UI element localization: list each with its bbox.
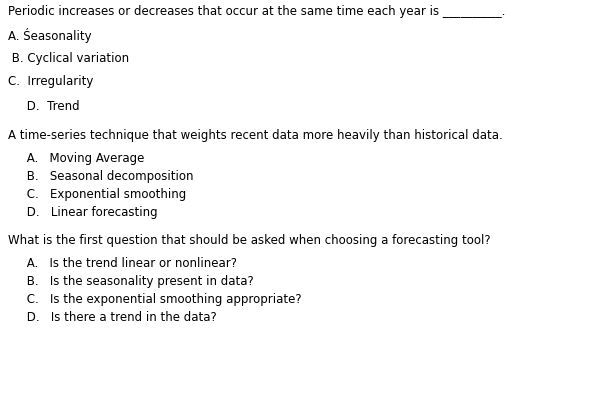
Text: C.  Irregularity: C. Irregularity — [8, 75, 93, 88]
Text: D.   Is there a trend in the data?: D. Is there a trend in the data? — [8, 311, 217, 324]
Text: C.   Exponential smoothing: C. Exponential smoothing — [8, 188, 186, 201]
Text: B.   Is the seasonality present in data?: B. Is the seasonality present in data? — [8, 275, 254, 288]
Text: D.   Linear forecasting: D. Linear forecasting — [8, 206, 158, 219]
Text: D.  Trend: D. Trend — [8, 100, 79, 113]
Text: A time-series technique that weights recent data more heavily than historical da: A time-series technique that weights rec… — [8, 129, 503, 142]
Text: What is the first question that should be asked when choosing a forecasting tool: What is the first question that should b… — [8, 234, 491, 247]
Text: C.   Is the exponential smoothing appropriate?: C. Is the exponential smoothing appropri… — [8, 293, 302, 306]
Text: Periodic increases or decreases that occur at the same time each year is _______: Periodic increases or decreases that occ… — [8, 5, 505, 18]
Text: B. Cyclical variation: B. Cyclical variation — [8, 52, 129, 65]
Text: A. Śeasonality: A. Śeasonality — [8, 28, 92, 43]
Text: B.   Seasonal decomposition: B. Seasonal decomposition — [8, 170, 193, 183]
Text: A.   Is the trend linear or nonlinear?: A. Is the trend linear or nonlinear? — [8, 257, 237, 270]
Text: A.   Moving Average: A. Moving Average — [8, 152, 144, 165]
